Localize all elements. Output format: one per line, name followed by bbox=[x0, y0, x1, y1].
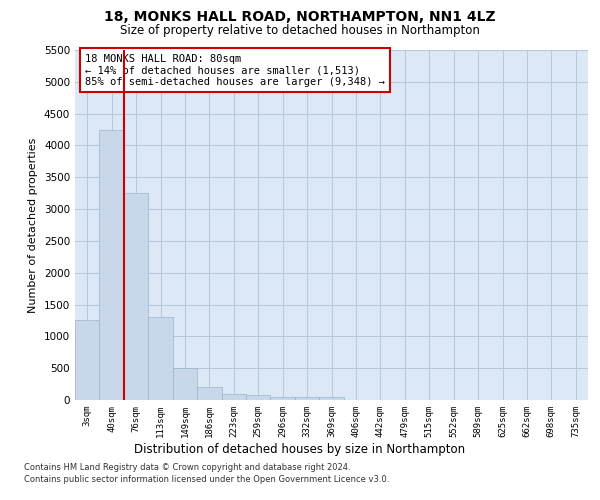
Y-axis label: Number of detached properties: Number of detached properties bbox=[28, 138, 38, 312]
Bar bbox=[271, 396, 295, 400]
Bar bbox=[173, 368, 197, 400]
Bar bbox=[75, 320, 100, 400]
Text: Size of property relative to detached houses in Northampton: Size of property relative to detached ho… bbox=[120, 24, 480, 37]
Bar bbox=[100, 130, 124, 400]
Text: 18, MONKS HALL ROAD, NORTHAMPTON, NN1 4LZ: 18, MONKS HALL ROAD, NORTHAMPTON, NN1 4L… bbox=[104, 10, 496, 24]
Text: Contains public sector information licensed under the Open Government Licence v3: Contains public sector information licen… bbox=[24, 475, 389, 484]
Text: Contains HM Land Registry data © Crown copyright and database right 2024.: Contains HM Land Registry data © Crown c… bbox=[24, 464, 350, 472]
Text: 18 MONKS HALL ROAD: 80sqm
← 14% of detached houses are smaller (1,513)
85% of se: 18 MONKS HALL ROAD: 80sqm ← 14% of detac… bbox=[85, 54, 385, 86]
Bar bbox=[197, 388, 221, 400]
Bar bbox=[246, 395, 271, 400]
Bar bbox=[319, 397, 344, 400]
Bar bbox=[295, 397, 319, 400]
Text: Distribution of detached houses by size in Northampton: Distribution of detached houses by size … bbox=[134, 442, 466, 456]
Bar bbox=[148, 318, 173, 400]
Bar bbox=[221, 394, 246, 400]
Bar bbox=[124, 193, 148, 400]
